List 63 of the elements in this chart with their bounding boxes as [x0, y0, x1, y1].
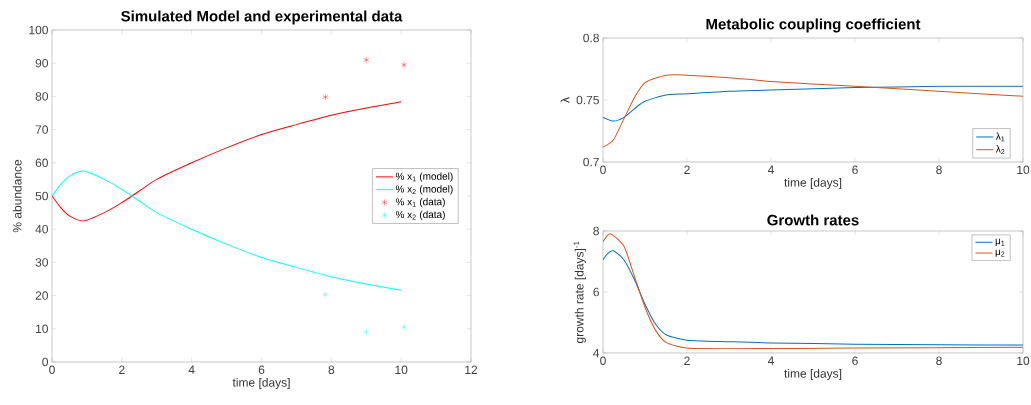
chart-title: Metabolic coupling coefficient [706, 18, 921, 33]
legend-label: λ$_{2}$ [995, 145, 1005, 155]
legend-label: % x$_{1}$ (data) [395, 198, 445, 208]
point [401, 323, 407, 331]
y-tick-label: 30 [35, 258, 48, 267]
x-tick-label: 4 [767, 356, 774, 365]
x-tick-label: 6 [258, 365, 265, 375]
x-tick-label: 2 [119, 365, 125, 374]
x-tick-label: 4 [767, 165, 774, 174]
x-axis-title: time [days] [784, 177, 842, 190]
legend-label: % x$_{2}$ (data) [395, 210, 445, 221]
x-tick-label: 10 [1017, 165, 1030, 175]
x-tick-label: 12 [465, 365, 478, 374]
legend-label: μ$_{2}$ [995, 249, 1005, 257]
x-tick-label: 8 [328, 365, 335, 375]
y-axis-title: % abundance [12, 159, 22, 233]
line-series [603, 250, 1024, 346]
legend-label: % x$_{1}$ (model) [395, 172, 453, 182]
line-series [52, 170, 402, 291]
y-tick-label: 60 [35, 158, 48, 168]
x-tick-label: 0 [600, 356, 606, 366]
x-tick-label: 6 [852, 165, 858, 175]
x-tick-label: 0 [49, 365, 55, 375]
y-axis-title: growth rate [days]$^{-1}$ [573, 241, 586, 343]
x-tick-label: 8 [936, 356, 942, 366]
point [363, 328, 370, 336]
point [322, 93, 329, 101]
line-series [603, 233, 1024, 350]
point [363, 56, 370, 64]
point [322, 291, 329, 298]
x-tick-label: 10 [395, 365, 408, 375]
line-series [603, 85, 1024, 122]
y-tick-label: 50 [35, 191, 48, 201]
y-axis-title: λ [560, 97, 570, 103]
y-tick-label: 10 [36, 324, 48, 334]
chart-title: Growth rates [767, 214, 859, 226]
legend-label: % x$_{2}$ (model) [395, 185, 453, 195]
y-tick-label: 90 [35, 58, 48, 68]
legend-label: μ$_{1}$ [995, 238, 1005, 247]
x-tick-label: 2 [684, 356, 690, 365]
chart-title: Simulated Model and experimental data [121, 10, 403, 25]
y-tick-label: 4 [593, 348, 600, 358]
y-tick-label: 8 [593, 226, 599, 236]
x-tick-label: 4 [188, 365, 195, 374]
y-tick-label: 0.7 [583, 157, 599, 167]
x-tick-label: 10 [1017, 356, 1030, 366]
y-tick-label: 20 [35, 291, 48, 300]
y-tick-label: 100 [29, 25, 48, 35]
y-tick-label: 0.8 [583, 33, 599, 43]
x-tick-label: 0 [600, 165, 606, 175]
y-tick-label: 40 [35, 224, 48, 234]
point [401, 61, 407, 69]
y-tick-label: 70 [35, 125, 48, 134]
x-axis-title: time [days] [232, 377, 290, 390]
legend-label: λ$_{1}$ [995, 132, 1005, 142]
y-tick-label: 0.75 [576, 95, 599, 105]
y-tick-label: 80 [35, 92, 48, 101]
x-axis-title: time [days] [784, 368, 842, 381]
line-series [52, 101, 402, 222]
x-tick-label: 2 [684, 165, 690, 174]
x-tick-label: 6 [852, 356, 858, 366]
x-tick-label: 8 [936, 165, 942, 175]
y-tick-label: 6 [593, 287, 599, 297]
